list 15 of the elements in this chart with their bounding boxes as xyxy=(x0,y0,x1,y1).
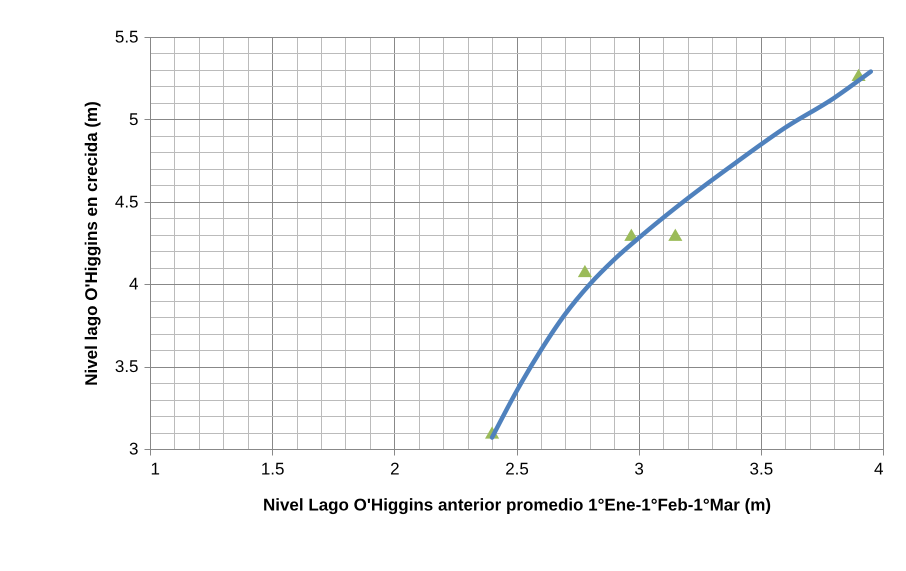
x-tick-label: 3.5 xyxy=(750,460,774,478)
y-tick-label: 3.5 xyxy=(114,357,138,376)
y-tick-label: 5 xyxy=(129,110,138,129)
y-tick-label: 4 xyxy=(129,274,138,294)
x-tick-label: 3 xyxy=(634,460,644,478)
x-tick-label: 1 xyxy=(150,460,160,478)
x-tick-label: 2 xyxy=(390,460,400,478)
x-tick-label: 2.5 xyxy=(505,460,529,478)
x-axis-title: Nivel Lago O'Higgins anterior promedio 1°Ene-1°Feb-1°Mar (m) xyxy=(262,496,772,514)
x-tick-label: 4 xyxy=(874,460,884,478)
y-tick-label: 5.5 xyxy=(114,28,138,46)
y-tick-label: 3 xyxy=(129,440,138,458)
x-tick-label: 1.5 xyxy=(260,460,284,478)
y-axis-title: Nivel lago O'Higgins en crecida (m) xyxy=(82,101,101,386)
y-tick-label: 4.5 xyxy=(114,192,138,212)
